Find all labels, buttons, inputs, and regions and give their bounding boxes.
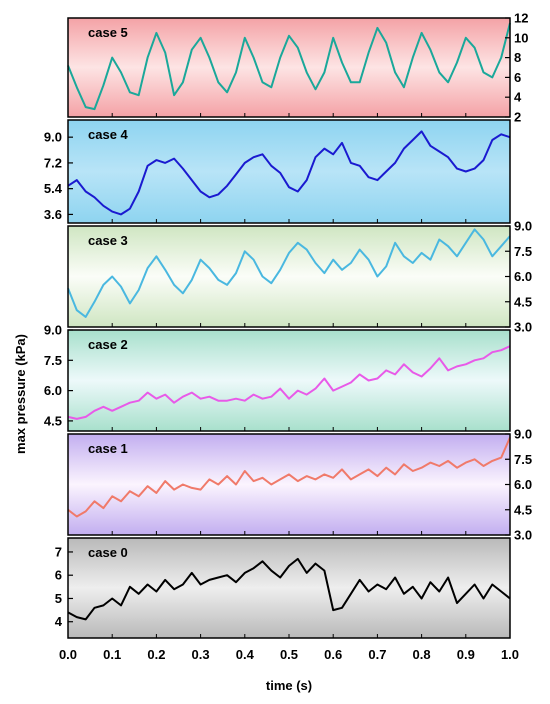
y-tick-label: 10 (514, 30, 528, 45)
panel-3: case 2 4.5 6.0 7.5 9.0 (44, 323, 511, 432)
x-tick-label: 1.0 (501, 647, 519, 662)
y-tick-label: 9.0 (44, 130, 62, 145)
y-tick-label: 6 (514, 70, 521, 85)
panel-5: case 0 4 5 6 7 (55, 537, 511, 639)
x-tick-label: 0.7 (368, 647, 386, 662)
y-tick-label: 3.6 (44, 207, 62, 222)
y-tick-label: 9.0 (514, 219, 532, 234)
y-tick-label: 9.0 (514, 427, 532, 442)
y-tick-label: 4.5 (514, 294, 532, 309)
panel-background (68, 18, 510, 117)
series-line (67, 557, 511, 621)
case-label: case 3 (88, 233, 128, 248)
y-tick-label: 4.5 (514, 502, 532, 517)
panel-background (68, 434, 510, 535)
y-tick-label: 12 (514, 11, 528, 26)
y-tick-label: 6 (55, 568, 62, 583)
y-tick-label: 7.5 (514, 452, 532, 467)
y-tick-label: 7.5 (44, 353, 62, 368)
y-tick-label: 4 (55, 614, 63, 629)
series-line (67, 345, 511, 420)
x-axis-title: time (s) (266, 678, 312, 693)
y-tick-label: 7 (55, 544, 62, 559)
panels-layer: case 5 2 4 6 8 10 12 case 4 3.6 5.4 7.2 9.0 case 3 3.… (44, 11, 532, 639)
panel-2: case 3 3.0 4.5 6.0 7.5 9.0 (67, 219, 532, 335)
y-tick-label: 4.5 (44, 413, 62, 428)
y-tick-label: 4 (514, 90, 522, 105)
panel-4: case 1 3.0 4.5 6.0 7.5 9.0 (67, 427, 532, 543)
case-label: case 2 (88, 337, 128, 352)
y-tick-label: 9.0 (44, 323, 62, 338)
y-tick-label: 2 (514, 110, 521, 125)
y-tick-label: 3.0 (514, 528, 532, 543)
y-tick-label: 7.2 (44, 155, 62, 170)
panel-background (68, 330, 510, 431)
panel-background (68, 226, 510, 327)
series-line (67, 228, 511, 318)
case-label: case 0 (88, 545, 128, 560)
y-tick-label: 8 (514, 50, 521, 65)
series-line (67, 437, 511, 518)
y-axis-title: max pressure (kPa) (13, 334, 28, 454)
y-tick-label: 6.0 (44, 383, 62, 398)
case-label: case 4 (88, 127, 129, 142)
case-label: case 5 (88, 25, 128, 40)
panel-0: case 5 2 4 6 8 10 12 (67, 11, 528, 125)
series-line (67, 130, 511, 216)
y-tick-label: 7.5 (514, 244, 532, 259)
x-tick-label: 0.5 (280, 647, 298, 662)
panel-1: case 4 3.6 5.4 7.2 9.0 (44, 119, 511, 224)
x-tick-label: 0.8 (413, 647, 431, 662)
y-tick-label: 6.0 (514, 269, 532, 284)
y-tick-label: 3.0 (514, 320, 532, 335)
x-tick-label: 0.1 (103, 647, 121, 662)
y-tick-label: 5 (55, 591, 62, 606)
panel-background (68, 120, 510, 223)
case-label: case 1 (88, 441, 128, 456)
x-tick-label: 0.2 (147, 647, 165, 662)
y-tick-label: 5.4 (44, 181, 63, 196)
series-line (67, 22, 511, 111)
x-tick-label: 0.4 (236, 647, 255, 662)
panel-background (68, 538, 510, 638)
x-tick-label: 0.0 (59, 647, 77, 662)
x-axis: 0.0 0.1 0.2 0.3 0.4 0.5 0.6 0.7 0.8 0.9 1.0 (59, 647, 519, 662)
y-tick-label: 6.0 (514, 477, 532, 492)
x-tick-label: 0.3 (192, 647, 210, 662)
x-tick-label: 0.9 (457, 647, 475, 662)
x-tick-label: 0.6 (324, 647, 342, 662)
